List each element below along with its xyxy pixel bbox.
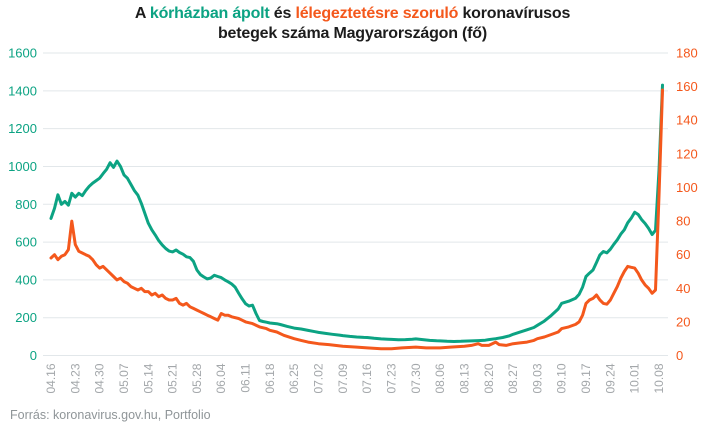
- y-axis-label-left: 800: [15, 197, 37, 212]
- series-line-hospitalized: [49, 83, 664, 343]
- title-text: és: [269, 5, 296, 22]
- source-caption: Forrás: koronavirus.gov.hu, Portfolio: [10, 408, 211, 422]
- y-axis-label-right: 40: [676, 281, 690, 296]
- title-text: koronavírusos: [458, 5, 571, 22]
- x-axis-label: 08.27: [506, 363, 520, 393]
- x-axis-label: 08.13: [457, 363, 471, 393]
- y-axis-label-right: 160: [676, 79, 698, 94]
- y-axis-label-left: 600: [15, 235, 37, 250]
- x-axis-label: 09.03: [530, 363, 544, 393]
- x-axis-label: 08.20: [482, 363, 496, 393]
- x-axis-label: 10.01: [628, 363, 642, 393]
- x-axis-label: 06.18: [263, 363, 277, 393]
- y-axis-label-right: 120: [676, 146, 698, 161]
- x-axis-label: 06.04: [214, 363, 228, 393]
- x-axis-label: 05.21: [166, 363, 180, 393]
- x-axis-label: 05.07: [117, 363, 131, 393]
- series-line-ventilated: [49, 88, 664, 351]
- x-axis-label: 09.10: [555, 363, 569, 393]
- x-axis-label: 09.17: [579, 363, 593, 393]
- y-axis-label-left: 200: [15, 310, 37, 325]
- chart-title-line-2: betegek száma Magyarországon (fő): [0, 24, 705, 44]
- y-axis-label-left: 400: [15, 272, 37, 287]
- x-axis-label: 04.23: [68, 363, 82, 393]
- x-axis-label: 07.16: [360, 363, 374, 393]
- x-axis-label: 08.06: [433, 363, 447, 393]
- y-axis-label-left: 1400: [8, 83, 37, 98]
- title-series2-label: lélegeztetésre szoruló: [295, 5, 459, 22]
- title-text: betegek száma Magyarországon (fő): [217, 25, 488, 42]
- chart-title: A kórházban ápolt és lélegeztetésre szor…: [0, 4, 705, 44]
- title-text: A: [134, 5, 150, 22]
- x-axis-label: 07.23: [384, 363, 398, 393]
- x-axis-label: 06.25: [287, 363, 301, 393]
- x-axis-label: 09.24: [603, 363, 617, 393]
- y-axis-label-right: 60: [676, 247, 690, 262]
- y-axis-label-right: 20: [676, 314, 690, 329]
- title-series1-label: kórházban ápolt: [149, 5, 270, 22]
- x-axis-label: 04.16: [44, 363, 58, 393]
- x-axis-label: 07.30: [409, 363, 423, 393]
- y-axis-label-right: 80: [676, 214, 690, 229]
- y-axis-label-right: 140: [676, 113, 698, 128]
- y-axis-label-right: 0: [676, 348, 683, 363]
- y-axis-label-right: 100: [676, 180, 698, 195]
- x-axis-label: 04.30: [93, 363, 107, 393]
- y-axis-label-left: 1000: [8, 159, 37, 174]
- y-axis-label-left: 1200: [8, 121, 37, 136]
- x-axis-label: 06.11: [239, 363, 253, 392]
- x-axis-label: 05.14: [141, 363, 155, 393]
- x-axis-label: 05.28: [190, 363, 204, 393]
- y-axis-label-left: 0: [30, 348, 37, 363]
- x-axis-label: 07.09: [336, 363, 350, 393]
- x-axis-label: 07.02: [312, 363, 326, 393]
- y-axis-label-left: 1600: [8, 46, 37, 61]
- y-axis-label-right: 180: [676, 46, 698, 61]
- chart-title-line-1: A kórházban ápolt és lélegeztetésre szor…: [0, 4, 705, 24]
- x-axis-label: 10.08: [652, 363, 666, 393]
